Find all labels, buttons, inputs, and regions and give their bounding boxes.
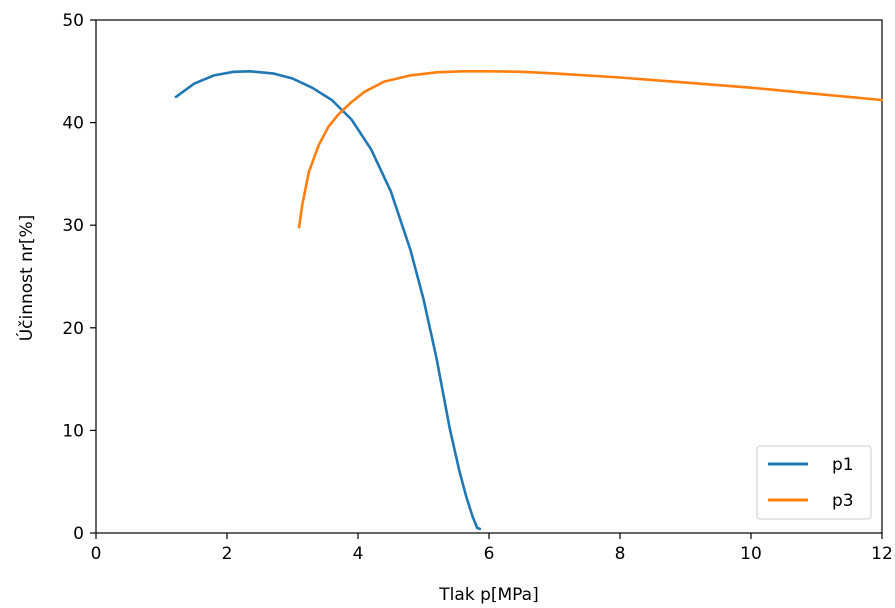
x-tick-label: 2 (222, 544, 233, 564)
y-tick-label: 20 (62, 319, 84, 339)
axes: 0 2 4 6 8 10 12 0 10 20 30 40 50 (62, 11, 892, 564)
y-tick-label: 40 (62, 114, 84, 134)
legend-label-p3: p3 (832, 491, 854, 511)
series-line-p3 (297, 70, 884, 229)
x-tick-label: 4 (353, 544, 364, 564)
y-axis-label: Účinnost nr[%] (15, 215, 37, 342)
series-lines (174, 70, 884, 531)
x-axis-label: Tlak p[MPa] (438, 585, 538, 605)
y-tick-label: 0 (73, 524, 84, 544)
x-tick-label: 6 (484, 544, 495, 564)
y-tick-label: 30 (62, 216, 84, 236)
x-tick-label: 10 (740, 544, 762, 564)
legend-frame (756, 445, 872, 520)
y-tick-label: 10 (62, 421, 84, 441)
x-tick-label: 0 (91, 544, 102, 564)
x-tick-label: 12 (871, 544, 893, 564)
legend: p1 p3 (756, 445, 872, 520)
legend-label-p1: p1 (832, 455, 854, 475)
y-tick-label: 50 (62, 11, 84, 31)
series-line-p1 (174, 70, 482, 531)
x-tick-label: 8 (615, 544, 626, 564)
